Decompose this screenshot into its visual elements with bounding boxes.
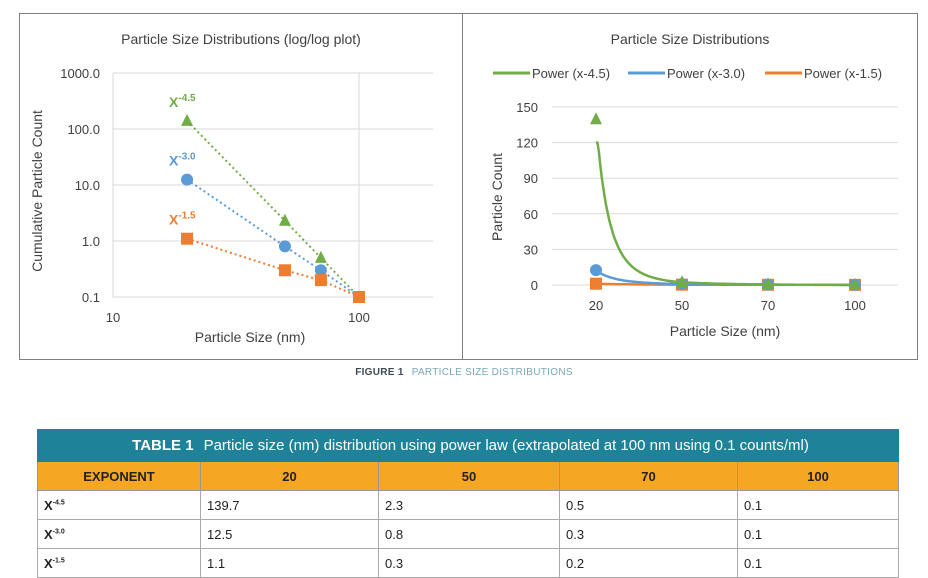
exponent-cell: X-1.5 [37,548,201,578]
square-marker [278,264,291,277]
trend-line [596,141,855,287]
y-tick-label: 0.1 [82,290,100,305]
legend-label: Power (x-1.5) [804,66,882,81]
header-cell: 20 [200,461,379,491]
triangle-marker [278,213,291,226]
y-tick-label: 100.0 [67,122,100,137]
legend-label: Power (x-4.5) [532,66,610,81]
y-axis-label: Particle Count [489,153,505,241]
figure-caption: FIGURE 1 PARTICLE SIZE DISTRIBUTIONS [0,367,928,378]
series-label: X-4.5 [169,93,196,110]
table-label: TABLE 1 [132,437,194,454]
circle-marker [181,173,194,186]
y-tick-label: 0 [531,278,538,293]
header-cell: 70 [559,461,738,491]
table-title-text: Particle size (nm) distribution using po… [203,437,809,454]
x-tick-label: 70 [761,298,775,313]
series-line [186,120,360,298]
x-tick-label: 50 [675,298,689,313]
exponent-cell: X-3.0 [37,519,201,549]
header-cell: 100 [737,461,899,491]
figure-caption-text: PARTICLE SIZE DISTRIBUTIONS [411,367,573,378]
x-tick-label: 100 [348,310,370,325]
x-tick-label: 100 [844,298,866,313]
x-axis-label: Particle Size (nm) [195,329,305,345]
cell: 0.1 [737,548,899,578]
y-tick-label: 30 [524,242,538,257]
y-tick-label: 10.0 [75,178,100,193]
y-tick-label: 60 [524,207,538,222]
cell: 0.1 [737,490,899,520]
cell: 0.3 [559,519,738,549]
series-line [186,237,360,298]
chart-title: Particle Size Distributions (log/log plo… [121,31,361,47]
header-cell: 50 [378,461,560,491]
table-row: X-1.5 1.1 0.3 0.2 0.1 [37,548,899,578]
figure-label: FIGURE 1 [355,367,404,378]
exponent-cell: X-4.5 [37,490,201,520]
cell: 2.3 [378,490,560,520]
triangle-marker [181,113,194,126]
cell: 0.8 [378,519,560,549]
square-marker [314,274,327,287]
table-row: X-4.5 139.7 2.3 0.5 0.1 [37,490,899,520]
legend-label: Power (x-3.0) [667,66,745,81]
square-marker [590,277,602,290]
triangle-marker [849,277,861,290]
x-axis-label: Particle Size (nm) [670,323,780,339]
y-tick-label: 120 [516,136,538,151]
square-marker [353,291,365,303]
data-table: TABLE 1 Particle size (nm) distribution u… [37,429,899,578]
triangle-marker [676,275,688,288]
table-row: X-3.0 12.5 0.8 0.3 0.1 [37,519,899,549]
cell: 0.1 [737,519,899,549]
loglog-chart: Particle Size Distributions (log/log plo… [29,31,433,345]
triangle-marker [314,250,327,263]
table-title: TABLE 1 Particle size (nm) distribution u… [37,429,899,462]
square-marker [181,232,194,245]
chart-title: Particle Size Distributions [611,31,770,47]
linear-chart-panel: Particle Size Distributions Particle Siz… [462,13,918,360]
circle-marker [278,240,291,253]
triangle-marker [762,277,774,290]
y-tick-label: 1.0 [82,234,100,249]
triangle-marker [590,112,602,125]
series-label: X-3.0 [169,152,196,169]
x-tick-label: 20 [589,298,603,313]
cell: 12.5 [200,519,379,549]
linear-chart: Particle Size Distributions Particle Siz… [489,31,898,339]
y-tick-label: 150 [516,100,538,115]
y-tick-label: 90 [524,171,538,186]
y-axis-label: Cumulative Particle Count [29,110,45,272]
cell: 0.2 [559,548,738,578]
circle-marker [314,264,327,277]
y-tick-label: 1000.0 [60,66,100,81]
x-tick-label: 10 [106,310,120,325]
cell: 0.3 [378,548,560,578]
loglog-chart-panel: Particle Size Distributions (log/log plo… [19,13,463,360]
series-line [186,178,360,298]
cell: 139.7 [200,490,379,520]
table-header-row: EXPONENT 20 50 70 100 [37,461,899,491]
series-label: X-1.5 [169,211,196,228]
circle-marker [590,264,602,277]
cell: 0.5 [559,490,738,520]
cell: 1.1 [200,548,379,578]
header-cell: EXPONENT [37,461,201,491]
